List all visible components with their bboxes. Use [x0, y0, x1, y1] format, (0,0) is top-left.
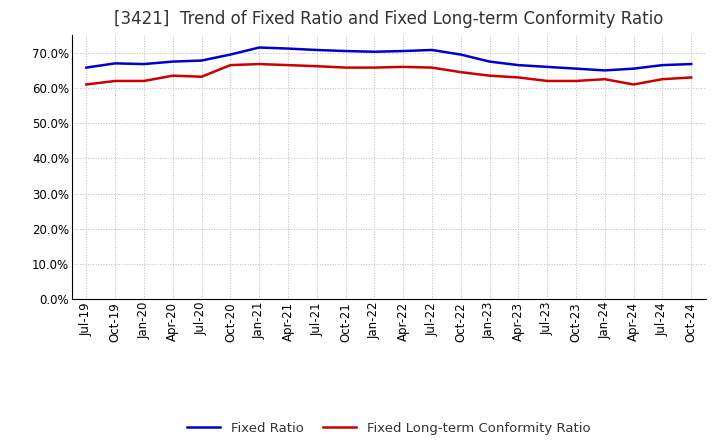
Fixed Long-term Conformity Ratio — [197, 74, 206, 79]
Fixed Ratio — [168, 59, 177, 64]
Fixed Ratio — [82, 65, 91, 70]
Fixed Ratio — [514, 62, 523, 68]
Fixed Ratio — [572, 66, 580, 71]
Fixed Ratio — [629, 66, 638, 71]
Fixed Long-term Conformity Ratio — [514, 75, 523, 80]
Fixed Ratio — [255, 45, 264, 50]
Fixed Ratio — [284, 46, 292, 51]
Fixed Ratio — [658, 62, 667, 68]
Fixed Long-term Conformity Ratio — [312, 63, 321, 69]
Legend: Fixed Ratio, Fixed Long-term Conformity Ratio: Fixed Ratio, Fixed Long-term Conformity … — [182, 417, 595, 440]
Line: Fixed Ratio: Fixed Ratio — [86, 48, 691, 70]
Fixed Long-term Conformity Ratio — [111, 78, 120, 84]
Fixed Long-term Conformity Ratio — [687, 75, 696, 80]
Fixed Ratio — [543, 64, 552, 70]
Fixed Long-term Conformity Ratio — [428, 65, 436, 70]
Fixed Long-term Conformity Ratio — [140, 78, 148, 84]
Fixed Ratio — [370, 49, 379, 55]
Fixed Ratio — [456, 52, 465, 57]
Fixed Ratio — [600, 68, 609, 73]
Fixed Long-term Conformity Ratio — [658, 77, 667, 82]
Title: [3421]  Trend of Fixed Ratio and Fixed Long-term Conformity Ratio: [3421] Trend of Fixed Ratio and Fixed Lo… — [114, 10, 664, 28]
Fixed Long-term Conformity Ratio — [370, 65, 379, 70]
Fixed Ratio — [140, 62, 148, 67]
Fixed Ratio — [428, 48, 436, 53]
Line: Fixed Long-term Conformity Ratio: Fixed Long-term Conformity Ratio — [86, 64, 691, 84]
Fixed Long-term Conformity Ratio — [255, 62, 264, 67]
Fixed Long-term Conformity Ratio — [600, 77, 609, 82]
Fixed Ratio — [485, 59, 494, 64]
Fixed Long-term Conformity Ratio — [168, 73, 177, 78]
Fixed Long-term Conformity Ratio — [456, 70, 465, 75]
Fixed Long-term Conformity Ratio — [284, 62, 292, 68]
Fixed Ratio — [226, 52, 235, 57]
Fixed Long-term Conformity Ratio — [226, 62, 235, 68]
Fixed Ratio — [341, 48, 350, 54]
Fixed Long-term Conformity Ratio — [82, 82, 91, 87]
Fixed Long-term Conformity Ratio — [572, 78, 580, 84]
Fixed Ratio — [312, 48, 321, 53]
Fixed Ratio — [111, 61, 120, 66]
Fixed Long-term Conformity Ratio — [341, 65, 350, 70]
Fixed Ratio — [197, 58, 206, 63]
Fixed Long-term Conformity Ratio — [485, 73, 494, 78]
Fixed Long-term Conformity Ratio — [629, 82, 638, 87]
Fixed Long-term Conformity Ratio — [543, 78, 552, 84]
Fixed Ratio — [399, 48, 408, 54]
Fixed Long-term Conformity Ratio — [399, 64, 408, 70]
Fixed Ratio — [687, 62, 696, 67]
